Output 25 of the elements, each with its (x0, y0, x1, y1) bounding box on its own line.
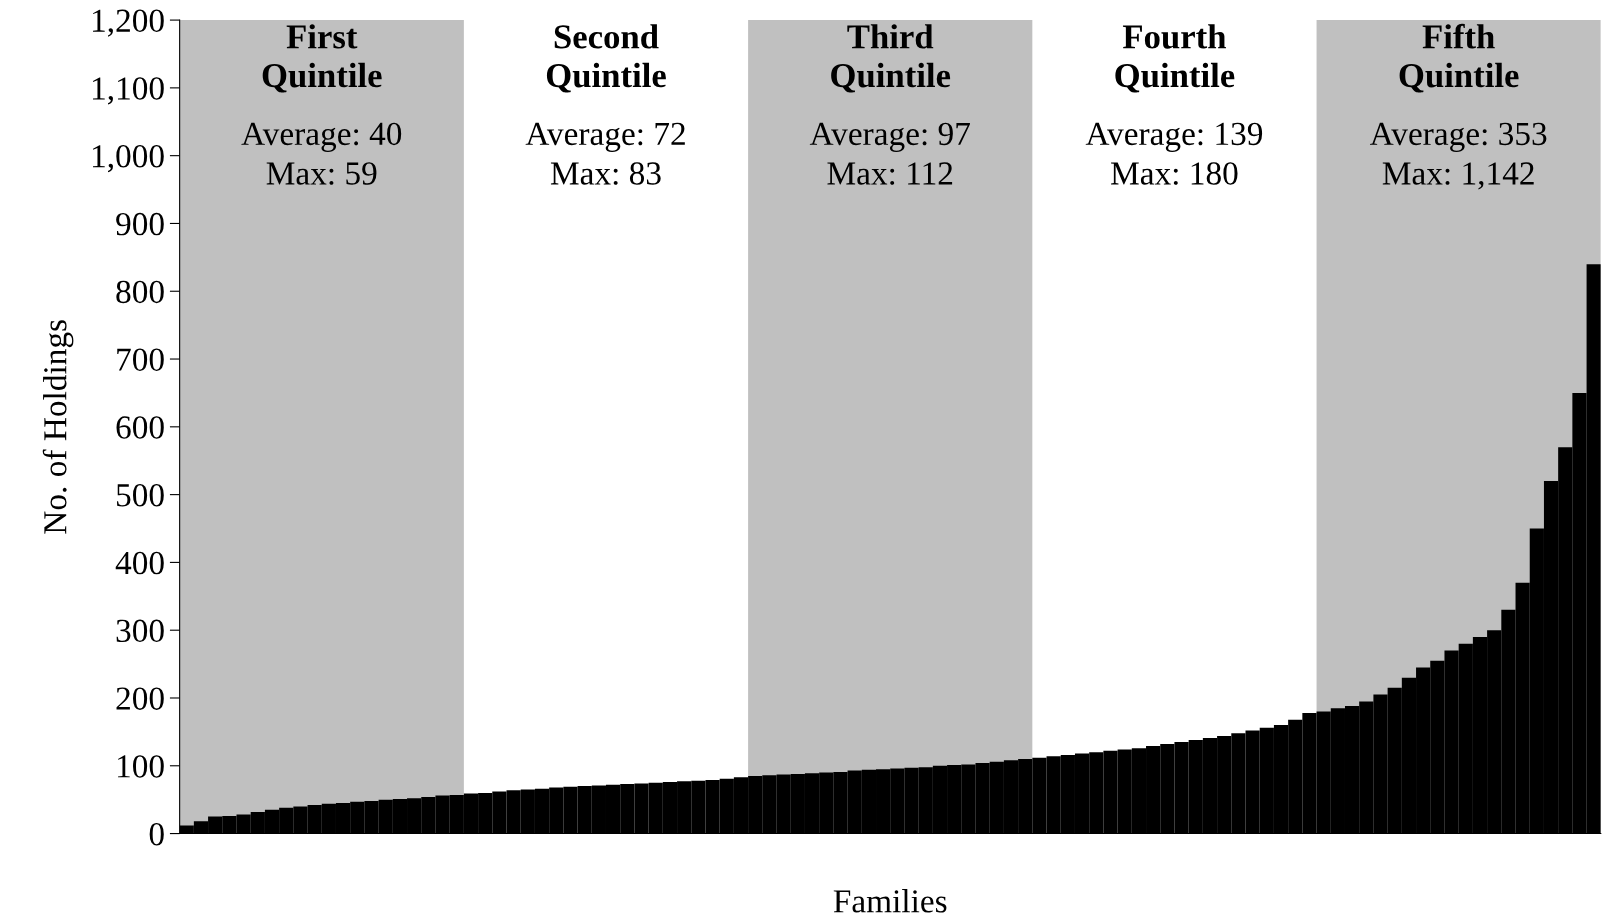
annotation: Third Quintile (831, 24, 951, 93)
y-tick-label: 200 (116, 687, 164, 710)
y-axis-title: No. of Holdings (42, 320, 74, 534)
y-tick-label: 400 (115, 551, 164, 575)
annotation: Average: 139 Max: 180 (1085, 122, 1263, 185)
y-tick-label: 300 (116, 619, 164, 643)
y-tick-label: 1,000 (93, 145, 164, 173)
annotation: Average: 97 Max: 112 (809, 122, 970, 185)
y-tick-label: 0 (149, 822, 164, 846)
y-tick-label: 1,100 (93, 77, 164, 105)
annotation: Second Quintile (546, 24, 666, 93)
annotation: First Quintile (262, 24, 382, 93)
annotation: Fourth Quintile (1115, 24, 1235, 93)
y-tick-label: 100 (118, 755, 164, 778)
y-tick-label: 700 (117, 348, 164, 371)
y-tick-label: 800 (116, 280, 164, 304)
x-axis-title: Families (833, 889, 947, 913)
annotation: Average: 40 Max: 59 (241, 122, 402, 185)
y-tick-label: 500 (117, 484, 164, 507)
y-tick-label: 1,200 (93, 9, 164, 37)
annotation: Average: 353 Max: 1,142 (1369, 122, 1547, 190)
annotation: Fifth Quintile (1399, 23, 1519, 93)
y-tick-label: 900 (116, 212, 164, 236)
annotation: Average: 72 Max: 83 (525, 122, 685, 185)
y-tick-label: 600 (116, 416, 164, 439)
